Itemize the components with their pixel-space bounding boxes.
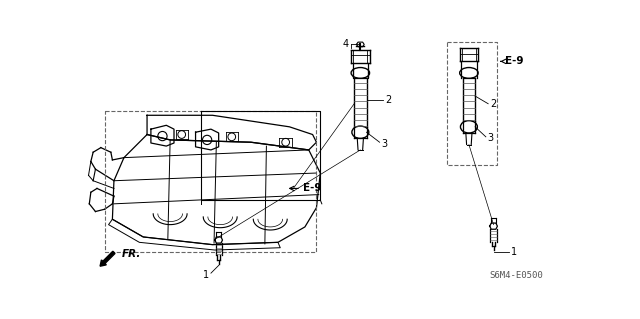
Text: 2: 2 bbox=[490, 99, 497, 109]
Text: E-9: E-9 bbox=[505, 56, 524, 66]
Text: FR.: FR. bbox=[122, 249, 141, 259]
Text: 1: 1 bbox=[202, 271, 209, 280]
Text: 1: 1 bbox=[511, 247, 517, 257]
Text: 4: 4 bbox=[342, 40, 349, 49]
FancyArrow shape bbox=[100, 251, 115, 266]
Text: 2: 2 bbox=[386, 95, 392, 105]
Text: S6M4-E0500: S6M4-E0500 bbox=[490, 271, 543, 280]
Text: 3: 3 bbox=[488, 133, 493, 143]
Text: E-9: E-9 bbox=[303, 183, 321, 193]
Text: 3: 3 bbox=[381, 139, 387, 149]
